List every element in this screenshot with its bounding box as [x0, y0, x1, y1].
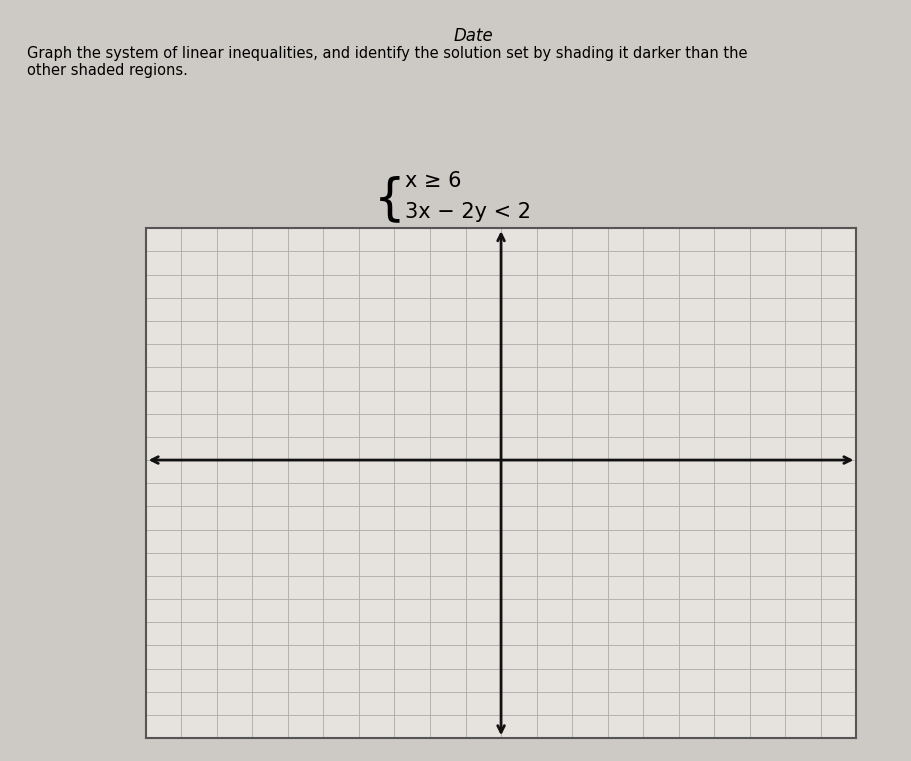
Text: Date: Date: [454, 27, 494, 45]
Text: Graph the system of linear inequalities, and identify the solution set by shadin: Graph the system of linear inequalities,…: [27, 46, 748, 78]
Text: x ≥ 6: x ≥ 6: [405, 171, 462, 191]
Text: {: {: [374, 175, 405, 223]
Text: 3x − 2y < 2: 3x − 2y < 2: [405, 202, 531, 221]
